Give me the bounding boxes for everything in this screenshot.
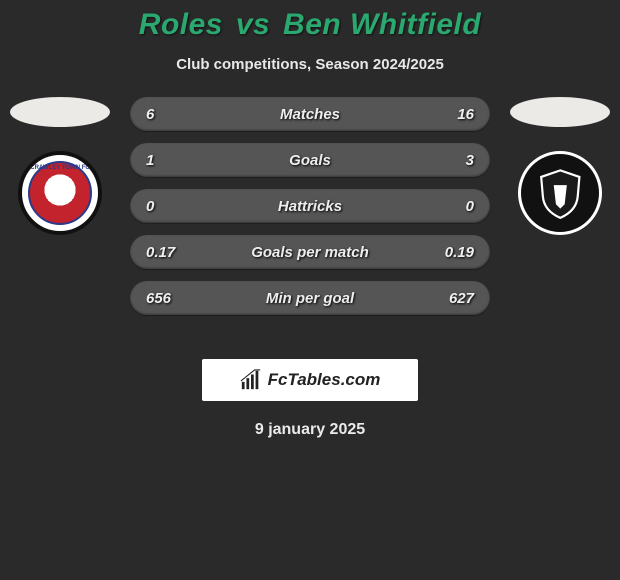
stat-right-value: 627 bbox=[449, 290, 474, 307]
stat-left-value: 0 bbox=[146, 198, 154, 215]
stat-left-value: 1 bbox=[146, 152, 154, 169]
title-player1: Roles bbox=[139, 8, 223, 41]
stat-label: Hattricks bbox=[278, 198, 342, 215]
stat-left-value: 0.17 bbox=[146, 244, 175, 261]
title-player2: Ben Whitfield bbox=[283, 8, 481, 41]
crest-left-text: CRAWLEY TOWN FC bbox=[22, 165, 98, 171]
stat-row: 0 Hattricks 0 bbox=[130, 189, 490, 223]
stat-right-value: 3 bbox=[466, 152, 474, 169]
footer-date: 9 january 2025 bbox=[0, 421, 620, 439]
player-right-column bbox=[500, 97, 620, 235]
shield-icon bbox=[533, 166, 588, 221]
comparison-card: Roles vs Ben Whitfield Club competitions… bbox=[0, 0, 620, 439]
player-silhouette-right bbox=[510, 97, 610, 127]
watermark-text: FcTables.com bbox=[268, 370, 381, 390]
player-left-column: CRAWLEY TOWN FC bbox=[0, 97, 120, 235]
stat-label: Goals per match bbox=[251, 244, 369, 261]
stat-left-value: 656 bbox=[146, 290, 171, 307]
stat-right-value: 0 bbox=[466, 198, 474, 215]
bar-chart-icon bbox=[240, 369, 262, 391]
stat-right-value: 0.19 bbox=[445, 244, 474, 261]
stat-left-value: 6 bbox=[146, 106, 154, 123]
stat-row: 0.17 Goals per match 0.19 bbox=[130, 235, 490, 269]
watermark: FcTables.com bbox=[202, 359, 418, 401]
club-crest-right bbox=[518, 151, 602, 235]
stats-list: 6 Matches 16 1 Goals 3 0 Hattricks 0 0.1… bbox=[130, 97, 490, 327]
stat-label: Matches bbox=[280, 106, 340, 123]
stat-label: Goals bbox=[289, 152, 331, 169]
page-title: Roles vs Ben Whitfield bbox=[0, 8, 620, 42]
player-silhouette-left bbox=[10, 97, 110, 127]
club-crest-left: CRAWLEY TOWN FC bbox=[18, 151, 102, 235]
stat-row: 1 Goals 3 bbox=[130, 143, 490, 177]
stats-area: CRAWLEY TOWN FC 6 Matches 16 1 Goals 3 bbox=[0, 97, 620, 337]
stat-row: 6 Matches 16 bbox=[130, 97, 490, 131]
stat-right-value: 16 bbox=[457, 106, 474, 123]
subtitle: Club competitions, Season 2024/2025 bbox=[0, 56, 620, 73]
title-vs: vs bbox=[236, 8, 270, 41]
stat-row: 656 Min per goal 627 bbox=[130, 281, 490, 315]
stat-label: Min per goal bbox=[266, 290, 354, 307]
